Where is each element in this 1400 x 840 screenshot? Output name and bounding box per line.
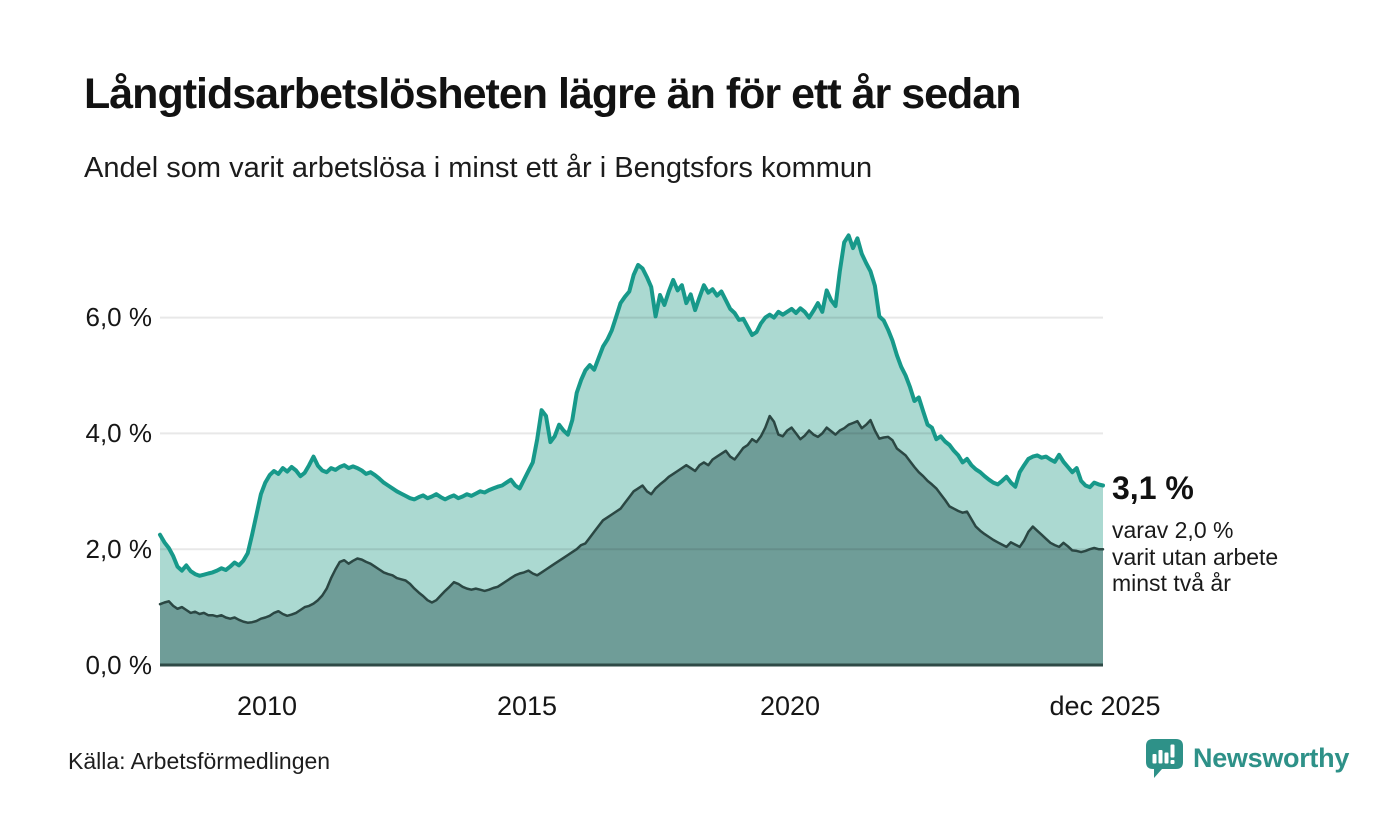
- latest-value-label: 3,1 %: [1112, 470, 1194, 506]
- source-credit: Källa: Arbetsförmedlingen: [68, 748, 331, 774]
- newsworthy-logo: Newsworthy: [1144, 737, 1349, 780]
- x-axis-label-2015: 2015: [496, 691, 558, 721]
- x-axis-label-2020: 2020: [759, 691, 821, 721]
- newsworthy-logo-icon: [1144, 737, 1185, 780]
- x-axis-label-2010: 2010: [236, 691, 298, 721]
- note-line-1: varav 2,0 %: [1112, 517, 1234, 543]
- y-axis-label-0: 0,0 %: [85, 650, 153, 680]
- page-subtitle: Andel som varit arbetslösa i minst ett å…: [84, 152, 873, 184]
- page-title: Långtidsarbetslösheten lägre än för ett …: [84, 70, 1021, 118]
- note-line-2: varit utan arbete: [1112, 543, 1279, 570]
- y-axis-label-6: 6,0 %: [85, 302, 153, 332]
- y-axis-label-2: 2,0 %: [85, 534, 153, 564]
- x-axis-label-dec-2025: dec 2025: [1049, 691, 1161, 721]
- latest-value-note: varav 2,0 % varit utan arbete minst två …: [1112, 517, 1278, 597]
- note-line-3: minst två år: [1112, 570, 1231, 596]
- newsworthy-wordmark: Newsworthy: [1193, 743, 1350, 773]
- y-axis-label-4: 4,0 %: [85, 418, 153, 448]
